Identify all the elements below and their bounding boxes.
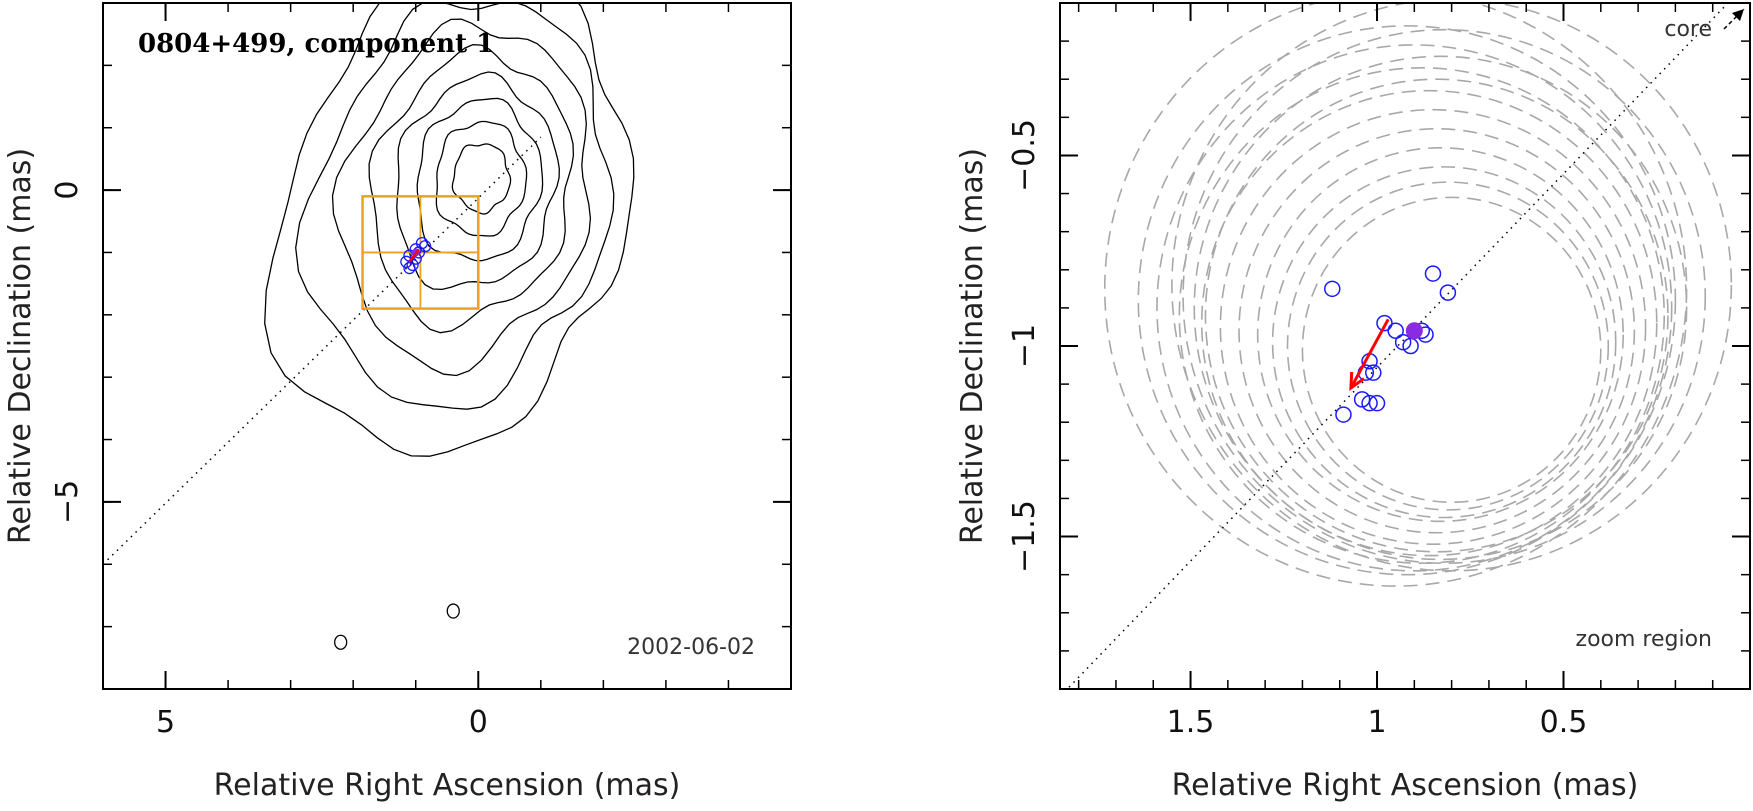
contour-level [331, 18, 592, 377]
right-panel: 1.5 1 0.5 −0.5 −1 −1.5 core zoom region Relat… [955, 2, 1751, 803]
contour-level [396, 71, 560, 291]
component-position-marker [1361, 394, 1378, 412]
contour-level [416, 97, 544, 262]
isolated-contour [334, 634, 348, 650]
contour-level [295, 3, 615, 410]
y-tick-label: 0 [50, 181, 85, 200]
x-tick-label: 5 [156, 705, 175, 740]
contour-level [451, 143, 512, 215]
error-circle [1286, 181, 1610, 511]
component-position-marker [1365, 364, 1382, 381]
error-circle [1171, 3, 1733, 572]
error-circle [1301, 196, 1602, 504]
error-circle [1104, 3, 1688, 587]
zoom-region-annotation: zoom region [1576, 627, 1712, 652]
contour-level [435, 120, 528, 237]
component-position-marker [1394, 333, 1412, 351]
left-date-annotation: 2002-06-02 [627, 635, 755, 660]
component-position-marker [1439, 284, 1457, 301]
error-circle [1200, 89, 1658, 557]
error-circle [1204, 78, 1669, 553]
contour-level [264, 3, 635, 457]
contour-level [368, 44, 575, 334]
right-plot-area [1066, 3, 1745, 689]
motion-vector-arrow [408, 248, 420, 263]
core-arrowhead [1732, 9, 1744, 21]
component-position-marker [1324, 280, 1341, 298]
error-circle [1193, 55, 1688, 561]
y-tick-label: −5 [50, 480, 85, 524]
component-position-marker [1353, 391, 1371, 408]
x-tick-label: 0.5 [1540, 705, 1588, 740]
error-circle [1182, 28, 1707, 565]
error-circle [1156, 44, 1673, 572]
x-tick-label: 1.5 [1167, 705, 1215, 740]
component-position-marker [403, 261, 416, 275]
error-circle [1271, 166, 1617, 519]
error-circle [1238, 127, 1636, 534]
mean-position-marker [1405, 322, 1423, 340]
y-tick-label: −1.5 [1007, 500, 1042, 573]
component-position-marker [1424, 265, 1442, 282]
component-position-marker [1402, 337, 1419, 355]
y-tick-label: −1 [1007, 324, 1042, 368]
left-panel: 5 0 0 −5 0804+499, component 1 2002-06-02 R… [3, 2, 792, 803]
left-y-axis-title: Relative Declination (mas) [3, 148, 38, 544]
left-axes: 5 0 0 −5 [50, 2, 792, 740]
right-y-axis-title: Relative Declination (mas) [955, 148, 990, 544]
left-chart-title: 0804+499, component 1 [138, 29, 494, 59]
component-position-marker [1387, 322, 1404, 340]
left-plot-area [103, 3, 635, 650]
isolated-contour [446, 603, 460, 619]
error-circle [1137, 25, 1677, 576]
left-x-axis-title: Relative Right Ascension (mas) [214, 768, 681, 803]
error-circle [1219, 108, 1647, 545]
error-circle [1256, 147, 1624, 523]
motion-vector-arrow [1349, 318, 1390, 389]
component-position-marker [1368, 394, 1386, 412]
component-position-marker [418, 240, 432, 253]
component-position-marker [1335, 406, 1352, 423]
error-circle [1178, 66, 1666, 565]
y-tick-label: −0.5 [1007, 119, 1042, 192]
right-plot-frame [1059, 2, 1751, 690]
right-axes: 1.5 1 0.5 −0.5 −1 −1.5 [1007, 2, 1751, 740]
right-x-axis-title: Relative Right Ascension (mas) [1172, 768, 1639, 803]
jet-axis-line [1066, 3, 1730, 689]
x-tick-label: 0 [469, 705, 488, 740]
left-plot-frame [102, 2, 792, 690]
jet-axis-line [103, 136, 542, 565]
x-tick-label: 1 [1367, 705, 1386, 740]
component-position-marker [1376, 314, 1393, 332]
motion-vector-arrowhead [1349, 371, 1365, 391]
core-label: core [1664, 17, 1712, 42]
